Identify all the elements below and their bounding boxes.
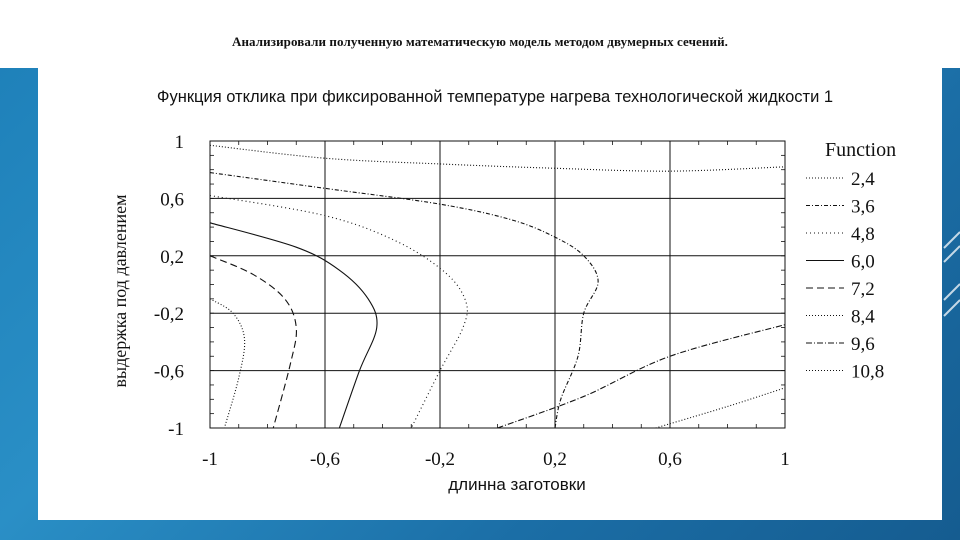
contour-line bbox=[209, 255, 297, 429]
x-tick-label: 1 bbox=[780, 449, 790, 470]
contour-line bbox=[209, 172, 599, 429]
y-axis-label: выдержка под давлением bbox=[110, 195, 130, 388]
contour-line bbox=[209, 222, 378, 429]
contour-line bbox=[209, 298, 246, 429]
legend-label: 3,6 bbox=[851, 197, 875, 218]
contour-line bbox=[655, 387, 786, 429]
slide-title: Анализировали полученную математическую … bbox=[231, 34, 729, 49]
contour-line bbox=[209, 194, 468, 429]
x-tick-label: 0,2 bbox=[543, 449, 567, 470]
contour-line bbox=[497, 324, 786, 429]
plot-area: -1 -0,6 -0,2 0,2 0,6 1 1 0,6 0,2 -0,2 -0,6 -1 bbox=[154, 132, 790, 470]
y-tick-label: 0,2 bbox=[160, 247, 184, 268]
x-tick-label: -0,6 bbox=[310, 449, 340, 470]
legend: Function 2,4 3,6 4,8 6,0 7,2 8,4 9,6 10,8 bbox=[806, 139, 896, 383]
x-tick-label: 0,6 bbox=[658, 449, 682, 470]
legend-label: 8,4 bbox=[851, 307, 875, 328]
chart-title: Функция отклика при фиксированной темпер… bbox=[157, 88, 833, 106]
y-tick-label: 0,6 bbox=[160, 189, 184, 210]
legend-title: Function bbox=[825, 139, 896, 161]
contour-chart: Функция отклика при фиксированной темпер… bbox=[110, 88, 896, 494]
legend-label: 2,4 bbox=[851, 169, 875, 190]
y-tick-label: -0,6 bbox=[154, 362, 184, 383]
legend-label: 7,2 bbox=[851, 279, 875, 300]
legend-label: 10,8 bbox=[851, 362, 884, 383]
x-tick-label: -0,2 bbox=[425, 449, 455, 470]
legend-label: 4,8 bbox=[851, 224, 875, 245]
contour-line bbox=[209, 144, 786, 172]
y-tick-label: -0,2 bbox=[154, 304, 184, 325]
x-axis-label: длинна заготовки bbox=[448, 475, 585, 494]
y-tick-label: 1 bbox=[175, 132, 185, 153]
y-tick-label: -1 bbox=[168, 419, 184, 440]
legend-label: 9,6 bbox=[851, 334, 875, 355]
legend-label: 6,0 bbox=[851, 252, 875, 273]
chart-panel: Функция отклика при фиксированной темпер… bbox=[38, 68, 942, 520]
title-band bbox=[0, 0, 960, 68]
plot-frame bbox=[209, 140, 786, 429]
x-tick-label: -1 bbox=[202, 449, 218, 470]
